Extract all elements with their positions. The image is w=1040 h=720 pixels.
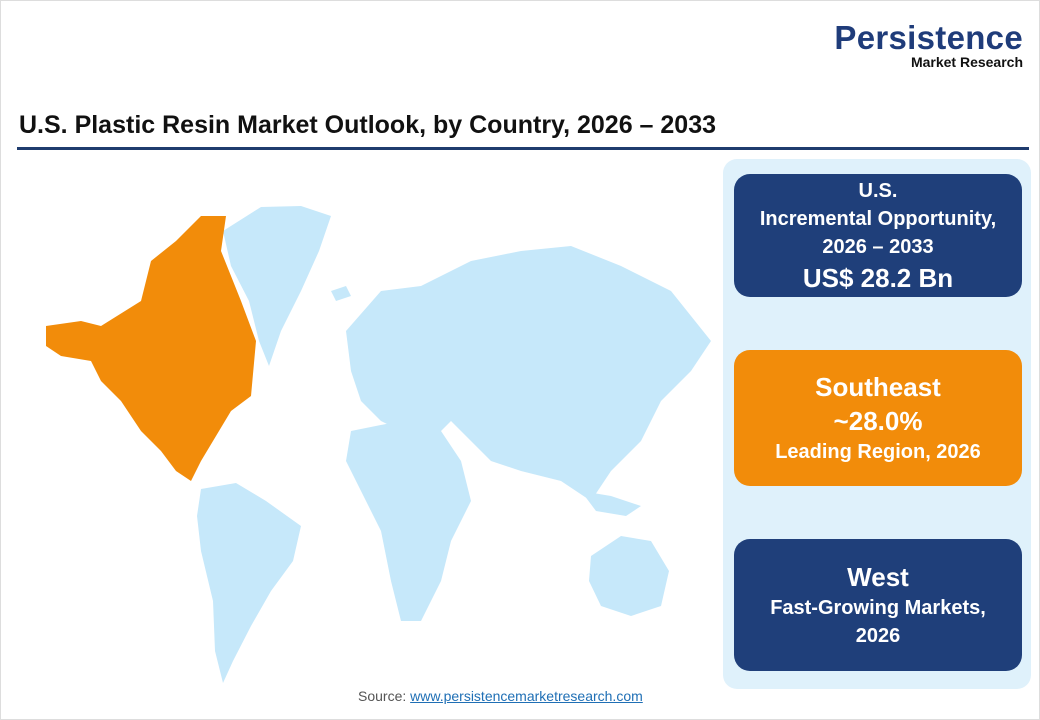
source-note: Source: www.persistencemarketresearch.co… (358, 688, 643, 704)
source-link[interactable]: www.persistencemarketresearch.com (410, 688, 643, 704)
australia (589, 536, 669, 616)
card3-heading: West (847, 562, 909, 592)
world-map-base (197, 206, 711, 683)
iceland (331, 286, 351, 301)
greenland (223, 206, 331, 366)
card1-line3: 2026 – 2033 (822, 235, 934, 258)
north-america-highlight (46, 216, 256, 481)
card2-heading: Southeast (815, 372, 941, 402)
europe-asia (346, 246, 711, 501)
south-america (197, 483, 301, 683)
logo: Persistence Market Research (834, 19, 1023, 70)
card3-caption-line2: 2026 (855, 625, 901, 647)
fast-growing-card: West Fast-Growing Markets, 2026 (734, 539, 1022, 671)
logo-line2: Market Research (910, 54, 1023, 70)
card2-caption: Leading Region, 2026 (775, 441, 981, 463)
southeast-asia-islands (581, 491, 641, 516)
africa (346, 421, 471, 621)
title-divider (17, 147, 1029, 150)
card3-caption-line1: Fast-Growing Markets, (770, 597, 986, 619)
source-label: Source: (358, 688, 407, 704)
card1-line2: Incremental Opportunity, (759, 207, 997, 230)
leading-region-card: Southeast ~28.0% Leading Region, 2026 (734, 350, 1022, 486)
card2-value: ~28.0% (833, 406, 923, 436)
card1-value: US$ 28.2 Bn (802, 262, 954, 293)
world-map (46, 206, 711, 683)
uk (363, 311, 377, 341)
page-title: U.S. Plastic Resin Market Outlook, by Co… (19, 111, 717, 139)
incremental-opportunity-card: U.S. Incremental Opportunity, 2026 – 203… (734, 174, 1022, 297)
card1-line1: U.S. (858, 179, 898, 202)
logo-line1: Persistence (834, 19, 1023, 56)
